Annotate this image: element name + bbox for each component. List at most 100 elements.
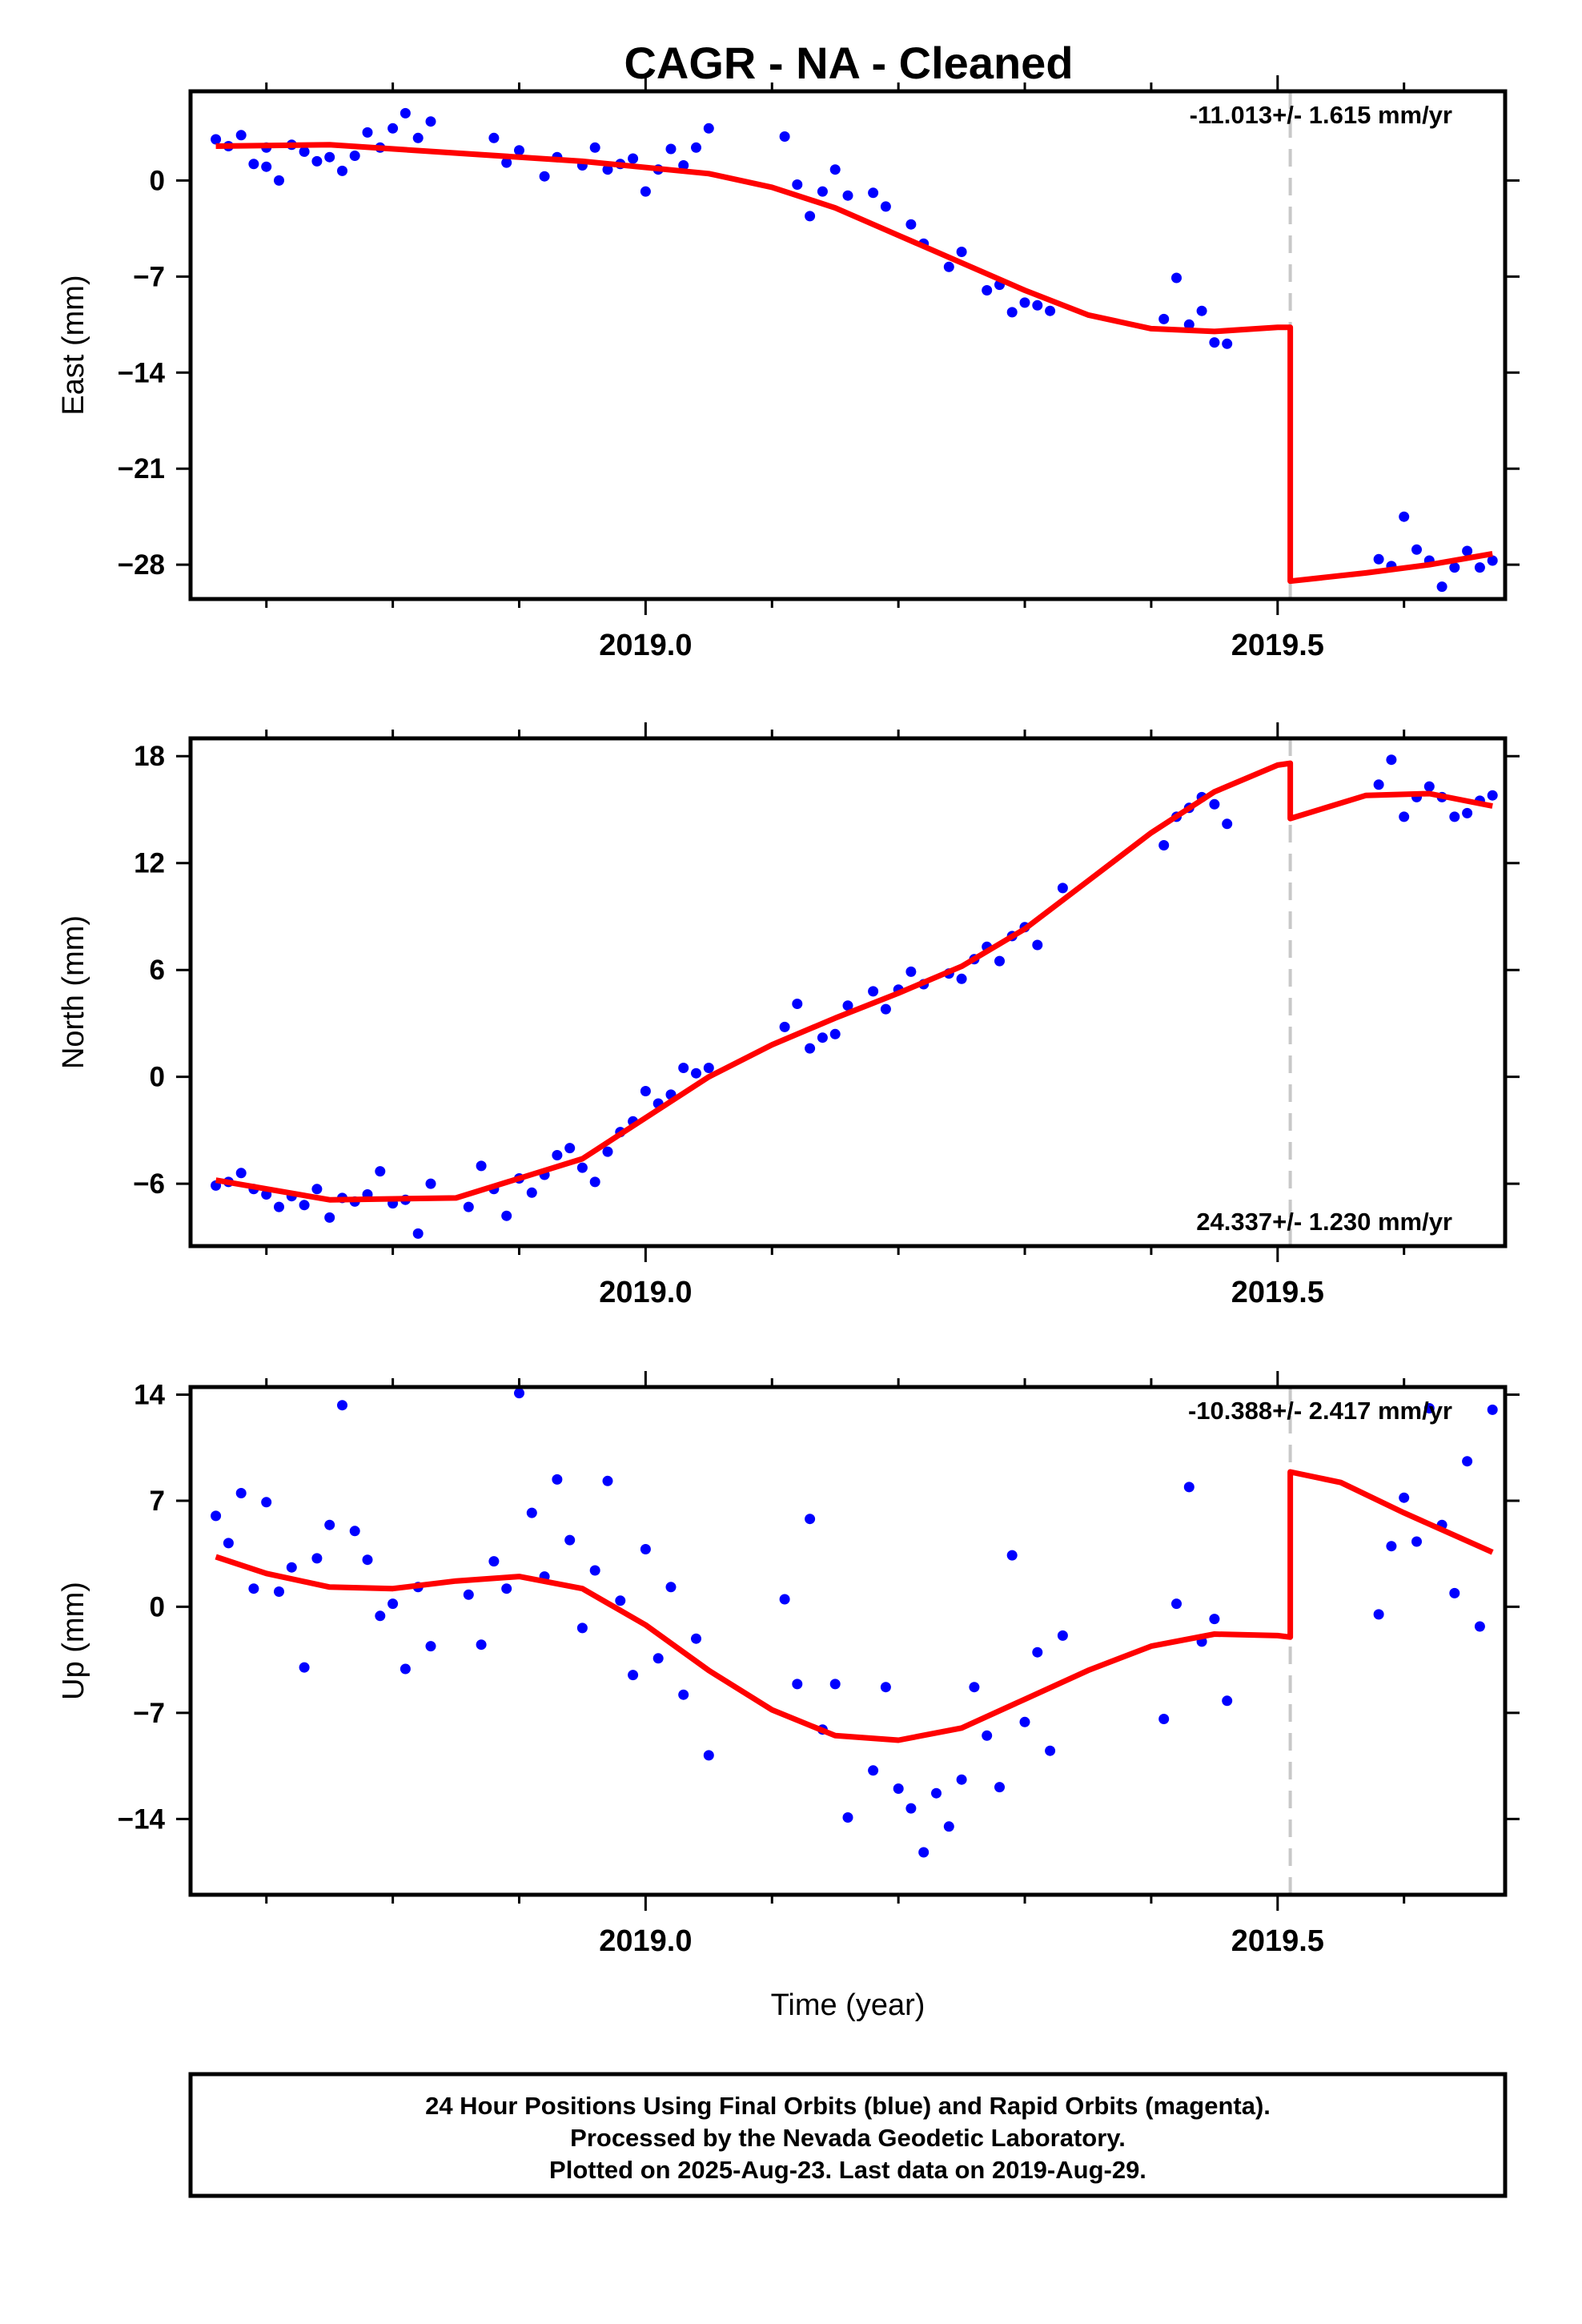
rate-label: -10.388+/- 2.417 mm/yr bbox=[1188, 1397, 1452, 1425]
data-point bbox=[779, 1594, 790, 1605]
data-point bbox=[829, 1028, 841, 1039]
data-point bbox=[842, 1812, 853, 1823]
data-point bbox=[905, 966, 917, 977]
data-point bbox=[1158, 1714, 1170, 1724]
footer-box: 24 Hour Positions Using Final Orbits (bl… bbox=[188, 2072, 1508, 2198]
data-point bbox=[640, 1086, 651, 1096]
data-point bbox=[1032, 939, 1043, 951]
data-point bbox=[703, 1063, 714, 1073]
model-line bbox=[215, 142, 1493, 585]
y-tick-label: −28 bbox=[118, 549, 165, 581]
data-point bbox=[868, 187, 879, 199]
data-point bbox=[880, 201, 891, 212]
data-point bbox=[1399, 1492, 1410, 1503]
data-point bbox=[576, 1622, 588, 1634]
data-point bbox=[842, 190, 853, 201]
data-point bbox=[969, 1682, 980, 1693]
data-point bbox=[412, 1228, 424, 1239]
data-point bbox=[905, 1803, 917, 1814]
data-point bbox=[576, 1162, 588, 1173]
data-point bbox=[564, 1143, 576, 1154]
y-tick-label: −7 bbox=[133, 261, 165, 292]
data-point bbox=[1158, 840, 1170, 850]
data-point bbox=[628, 1670, 639, 1681]
data-point bbox=[615, 1595, 626, 1606]
data-point bbox=[1423, 1403, 1435, 1413]
data-point bbox=[602, 164, 613, 175]
data-point bbox=[463, 1201, 474, 1212]
data-point bbox=[1474, 1621, 1485, 1632]
y-tick-label: 12 bbox=[134, 848, 165, 879]
data-point bbox=[564, 1534, 576, 1546]
data-point bbox=[640, 186, 651, 197]
data-point bbox=[1449, 811, 1460, 822]
data-point bbox=[1057, 1630, 1068, 1641]
data-point bbox=[311, 1184, 323, 1195]
data-point bbox=[375, 1610, 386, 1622]
data-point bbox=[1449, 562, 1460, 573]
data-point bbox=[274, 175, 284, 186]
data-point bbox=[488, 132, 500, 143]
data-point bbox=[400, 1663, 411, 1675]
data-point bbox=[1045, 305, 1056, 316]
data-point bbox=[1158, 313, 1170, 324]
data-point bbox=[1183, 319, 1195, 330]
data-point bbox=[274, 1201, 284, 1212]
data-point bbox=[248, 1583, 259, 1594]
data-point bbox=[337, 165, 347, 176]
data-point bbox=[691, 142, 701, 153]
data-point bbox=[1436, 581, 1447, 593]
data-point bbox=[880, 1682, 891, 1693]
data-point bbox=[1222, 1695, 1233, 1707]
data-point bbox=[602, 1146, 613, 1157]
y-tick-label: −14 bbox=[118, 1803, 166, 1835]
data-point bbox=[299, 146, 310, 157]
data-point bbox=[552, 1150, 563, 1160]
panel-frame bbox=[188, 736, 1508, 1248]
data-point bbox=[412, 132, 424, 143]
data-point bbox=[501, 157, 512, 168]
data-point bbox=[589, 1565, 600, 1576]
data-point bbox=[235, 1168, 247, 1179]
data-point bbox=[1487, 555, 1498, 566]
x-axis-label: Time (year) bbox=[771, 1988, 926, 2022]
data-point bbox=[1209, 1614, 1220, 1625]
data-point bbox=[1411, 544, 1422, 555]
y-tick-label: 0 bbox=[150, 1591, 165, 1622]
data-point bbox=[829, 164, 841, 175]
data-point bbox=[678, 1063, 689, 1073]
data-point bbox=[1386, 1541, 1397, 1552]
data-point bbox=[324, 1519, 335, 1530]
data-point bbox=[994, 955, 1005, 967]
y-tick-label: 18 bbox=[134, 741, 165, 772]
footer-line-2: Processed by the Nevada Geodetic Laborat… bbox=[570, 2124, 1126, 2152]
data-point bbox=[387, 123, 399, 134]
data-point bbox=[526, 1187, 537, 1198]
data-point bbox=[805, 1043, 816, 1054]
data-point bbox=[703, 123, 714, 134]
data-point bbox=[235, 130, 247, 141]
data-point bbox=[552, 1474, 563, 1485]
y-tick-label: 14 bbox=[134, 1379, 165, 1410]
data-point bbox=[1399, 511, 1410, 522]
data-point bbox=[893, 1783, 904, 1794]
data-point bbox=[311, 155, 323, 167]
panel-north: 18 12 6 0 −6 2019.0 2019.5 North (mm) 24.337+/- … bbox=[57, 722, 1520, 1309]
y-tick-label: −7 bbox=[133, 1698, 165, 1729]
data-point bbox=[1196, 305, 1207, 316]
data-point bbox=[703, 1750, 714, 1761]
data-point bbox=[324, 1212, 335, 1223]
footer-line-3: Plotted on 2025-Aug-23. Last data on 201… bbox=[549, 2156, 1146, 2184]
data-point bbox=[665, 143, 677, 155]
data-point bbox=[286, 1562, 297, 1573]
data-point bbox=[1386, 754, 1397, 766]
data-point bbox=[425, 1641, 436, 1652]
data-point bbox=[842, 1000, 853, 1011]
data-point bbox=[223, 1538, 234, 1549]
panel-frame bbox=[188, 89, 1508, 601]
data-point bbox=[691, 1633, 701, 1644]
data-point bbox=[943, 1821, 954, 1832]
data-point bbox=[1032, 1647, 1043, 1658]
data-point bbox=[1019, 297, 1030, 308]
data-point bbox=[1222, 818, 1233, 830]
